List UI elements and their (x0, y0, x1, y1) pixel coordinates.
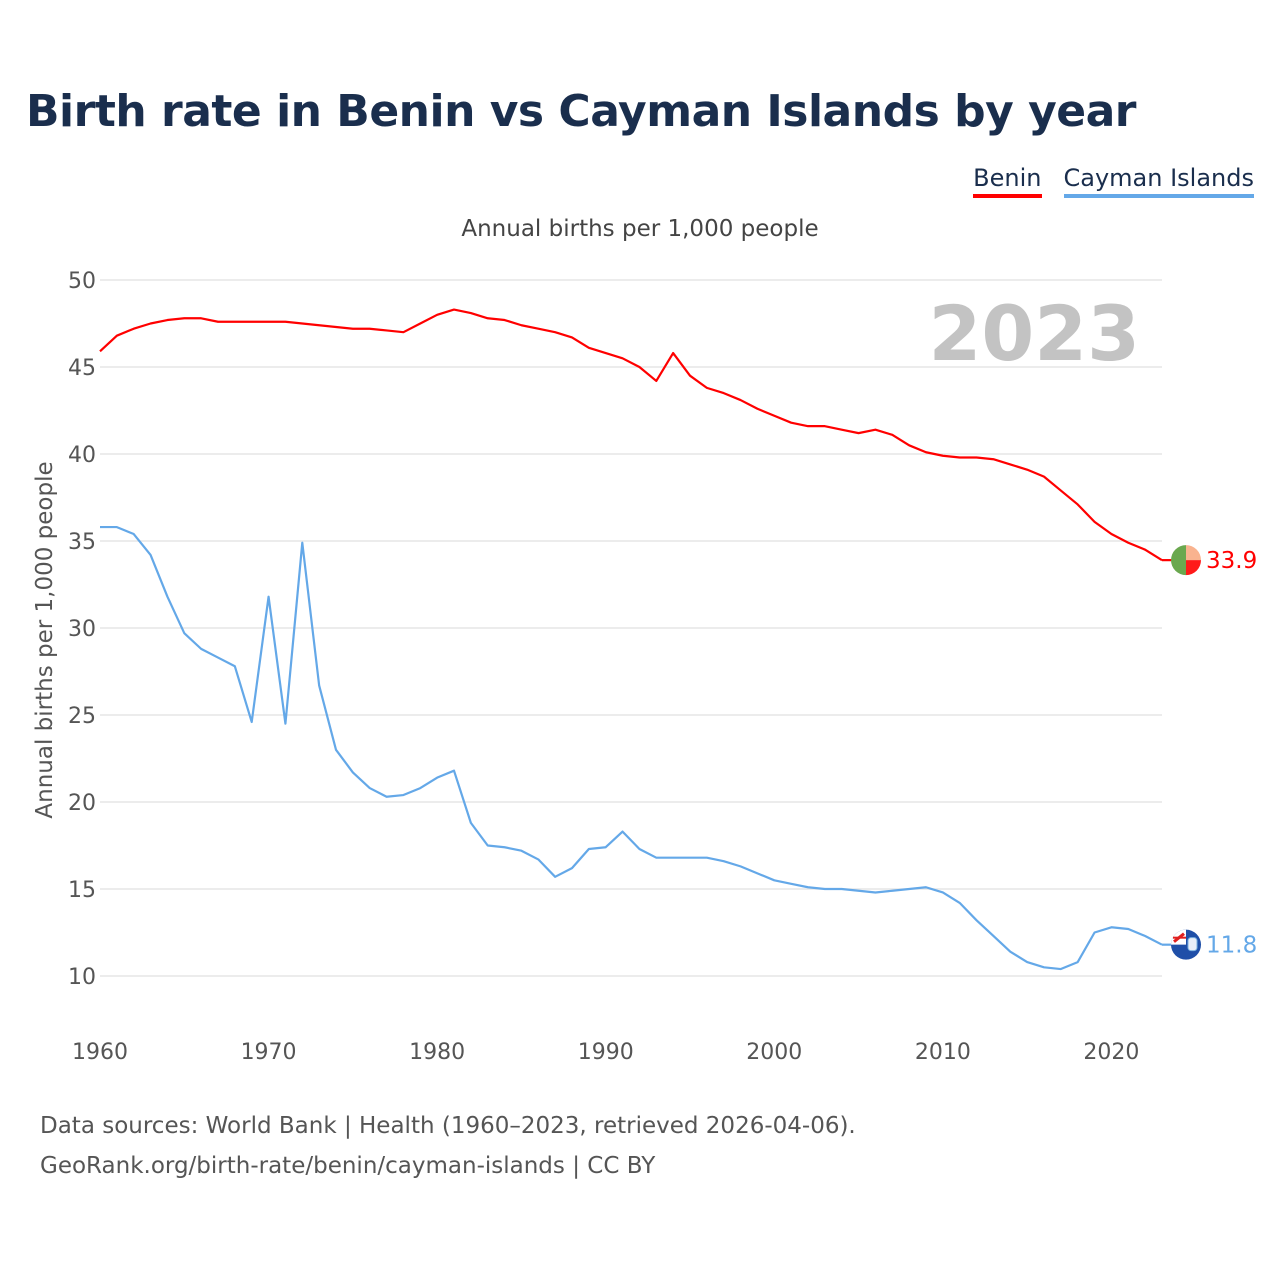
x-tick-label: 1970 (241, 1040, 297, 1065)
y-tick-label: 10 (68, 965, 96, 990)
end-markers: 33.9 11.8 (1162, 545, 1257, 960)
x-tick-label: 2020 (1083, 1040, 1139, 1065)
flag-marker-benin (1171, 545, 1201, 576)
legend-item-benin[interactable]: Benin (973, 164, 1042, 198)
x-tick-labels: 1960 1970 1980 1990 2000 2010 2020 (72, 1040, 1139, 1065)
y-axis-label: Annual births per 1,000 people (32, 461, 58, 818)
chart-subtitle: Annual births per 1,000 people (461, 216, 819, 242)
x-tick-label: 1980 (409, 1040, 465, 1065)
source-note: Data sources: World Bank | Health (1960–… (40, 1106, 856, 1186)
y-tick-label: 25 (68, 704, 96, 729)
y-tick-label: 40 (68, 443, 96, 468)
x-tick-label: 1990 (578, 1040, 634, 1065)
end-value-label-cayman-islands: 11.8 (1206, 933, 1257, 959)
legend-item-cayman-islands[interactable]: Cayman Islands (1063, 164, 1254, 198)
legend: Benin Cayman Islands (973, 164, 1254, 198)
x-tick-label: 2000 (746, 1040, 802, 1065)
y-tick-label: 45 (68, 356, 96, 381)
y-tick-label: 30 (68, 617, 96, 642)
source-line-1: Data sources: World Bank | Health (1960–… (40, 1113, 856, 1139)
y-tick-label: 35 (68, 530, 96, 555)
year-watermark: 2023 (928, 289, 1140, 378)
chart-title: Birth rate in Benin vs Cayman Islands by… (26, 86, 1136, 137)
end-value-label-benin: 33.9 (1206, 548, 1257, 574)
series-layer (99, 308, 1163, 971)
series-line-cayman-islands[interactable] (100, 525, 1163, 971)
y-tick-label: 20 (68, 791, 96, 816)
x-tick-label: 1960 (72, 1040, 128, 1065)
flag-marker-cayman-islands (1171, 929, 1201, 960)
y-tick-label: 50 (68, 269, 96, 294)
y-tick-label: 15 (68, 878, 96, 903)
x-tick-label: 2010 (915, 1040, 971, 1065)
series-line-benin[interactable] (99, 308, 1163, 562)
grid-layer (100, 279, 1162, 977)
y-tick-labels: 10 15 20 25 30 35 40 45 50 (68, 269, 96, 990)
source-line-2[interactable]: GeoRank.org/birth-rate/benin/cayman-isla… (40, 1153, 656, 1179)
